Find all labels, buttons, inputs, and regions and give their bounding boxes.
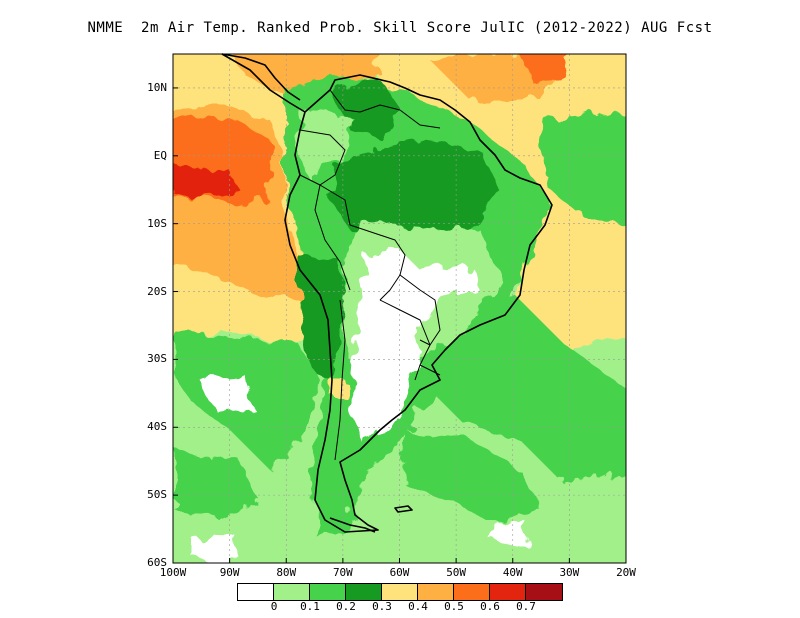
colorbar-label: 0.3	[372, 600, 392, 613]
colorbar-swatch	[418, 584, 454, 600]
latitude-label: 50S	[147, 488, 167, 502]
longitude-label: 40W	[502, 566, 523, 579]
colorbar-swatch	[310, 584, 346, 600]
field-atlantic-north-orange	[233, 54, 379, 100]
field-land-light-green2	[295, 110, 350, 180]
longitude-label: 100W	[159, 566, 187, 579]
colorbar-swatch	[238, 584, 274, 600]
south-america-coast	[221, 53, 553, 533]
field-pacific-red	[173, 165, 240, 195]
border-2	[299, 129, 346, 186]
colorbar-label: 0.4	[408, 600, 428, 613]
coastline	[221, 53, 553, 533]
latitude-label: 20S	[147, 284, 167, 298]
field-atlantic-green1	[540, 111, 626, 227]
central-america	[221, 53, 301, 101]
tierra-del-fuego	[329, 517, 376, 533]
latitude-label: 10N	[147, 80, 167, 94]
latitude-label: EQ	[153, 148, 167, 162]
colorbar-label: 0.7	[516, 600, 536, 613]
colorbar-label: 0.5	[444, 600, 464, 613]
colorbar-swatch	[274, 584, 310, 600]
colorbar-swatch	[454, 584, 490, 600]
colorbar-label: 0.1	[300, 600, 320, 613]
colorbar-swatch	[490, 584, 526, 600]
longitude-label: 70W	[332, 566, 353, 579]
border-6	[379, 299, 431, 381]
field-white-patch2	[195, 535, 240, 560]
colorbar-label: 0	[270, 600, 278, 613]
latitude-label: 30S	[147, 352, 167, 366]
latitude-label: 40S	[147, 420, 167, 434]
field-white-patch3	[490, 520, 530, 545]
axis-ticks	[172, 87, 627, 564]
map-title: NMME 2m Air Temp. Ranked Prob. Skill Sco…	[87, 20, 713, 36]
longitude-label: 60W	[389, 566, 410, 579]
longitude-label: 80W	[276, 566, 297, 579]
border-9	[399, 109, 441, 129]
longitude-label: 20W	[616, 566, 636, 579]
field-atlantic-deep-orange	[520, 54, 570, 80]
field-south-pacific-green2	[175, 450, 260, 520]
colorbar	[237, 583, 563, 601]
border-5	[399, 274, 441, 346]
longitude-label: 90W	[219, 566, 240, 579]
field-atlantic-green3	[400, 430, 540, 520]
border-8	[419, 364, 441, 376]
border-1	[329, 89, 401, 113]
latitude-label: 10S	[147, 216, 167, 230]
border-7	[334, 299, 346, 461]
latitude-label: 60S	[147, 556, 167, 569]
colorbar-swatch	[382, 584, 418, 600]
longitude-label: 30W	[559, 566, 580, 579]
country-borders	[299, 89, 441, 461]
field-land-dark-green3	[300, 250, 345, 380]
colorbar-swatch	[526, 584, 562, 600]
colorbar-label: 0.2	[336, 600, 356, 613]
border-4	[299, 174, 351, 291]
field-land-dark-green2	[330, 140, 500, 240]
colorbar-label: 0.6	[480, 600, 500, 613]
colorbar-swatch	[346, 584, 382, 600]
longitude-label: 50W	[446, 566, 467, 579]
falklands	[394, 505, 413, 513]
field-white-patch1	[200, 375, 250, 410]
gridlines	[173, 54, 626, 563]
border-3	[319, 184, 406, 301]
